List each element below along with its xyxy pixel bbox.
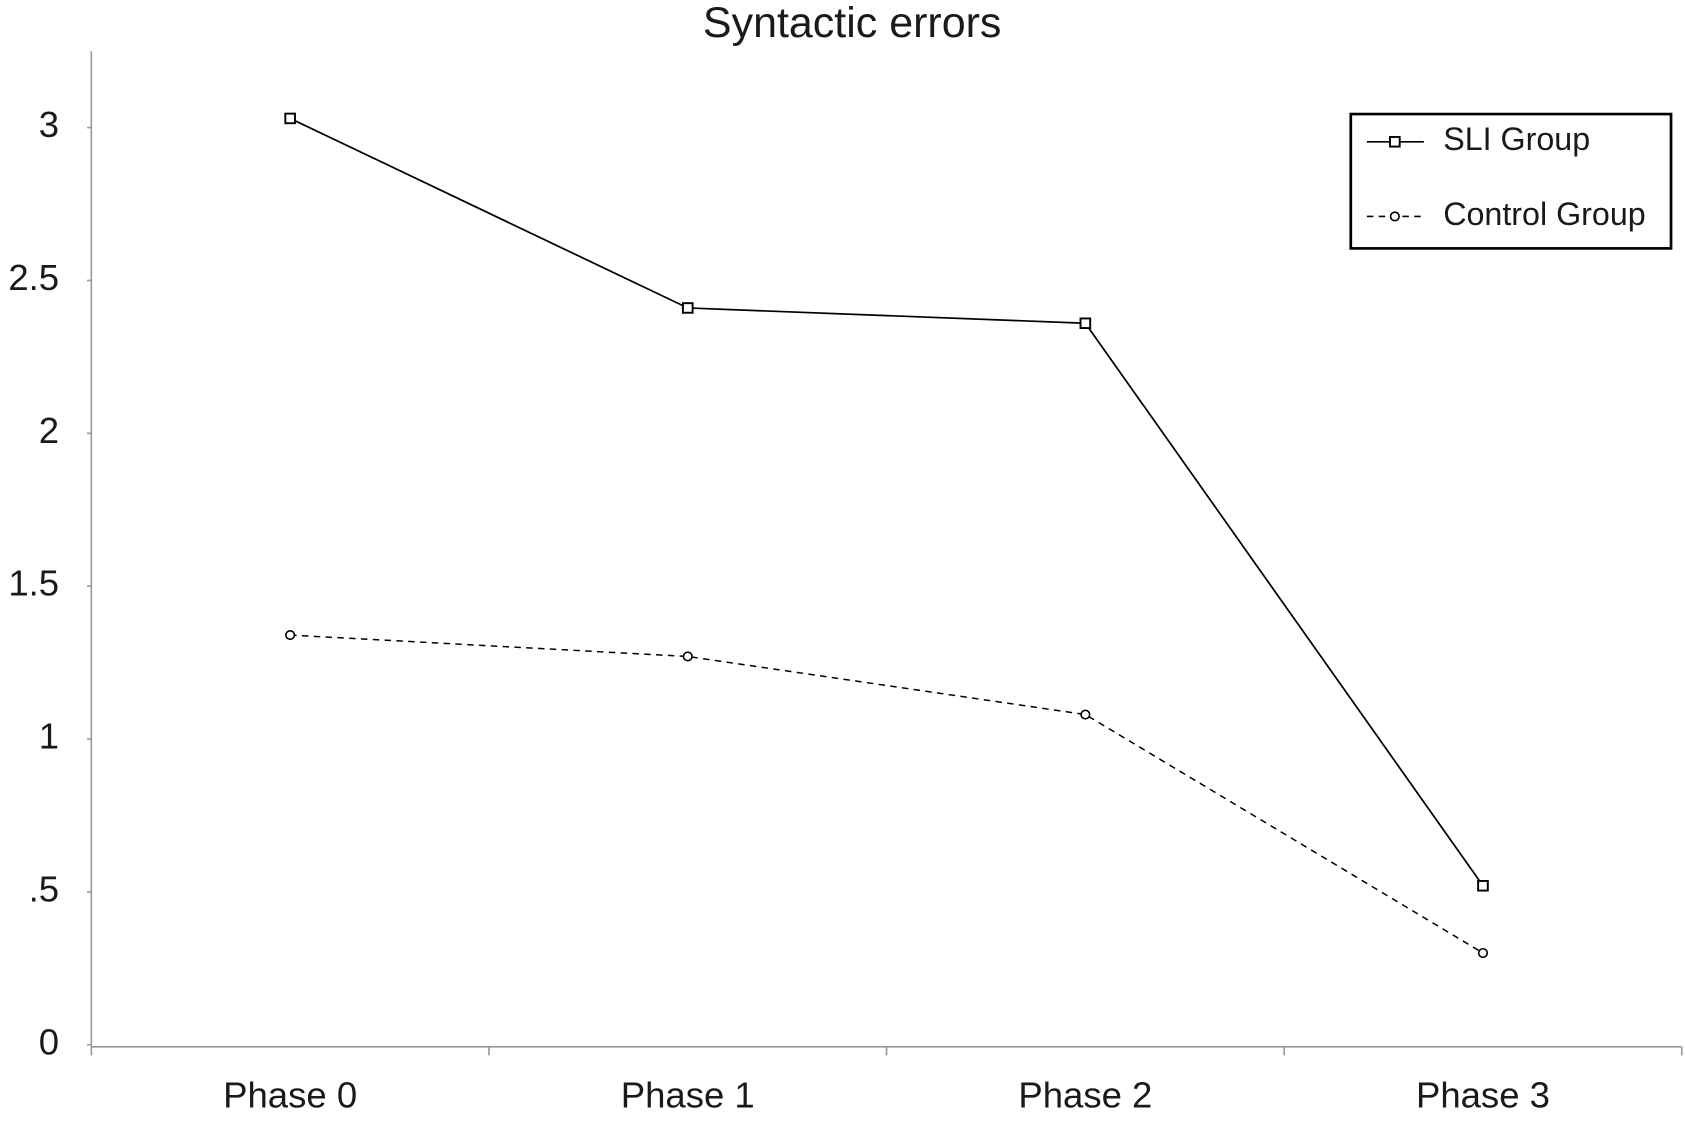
data-point: [681, 302, 694, 314]
x-tick-label: Phase 2: [1018, 1075, 1152, 1116]
x-tick-label: Phase 0: [223, 1075, 357, 1116]
y-tick-label: 3: [39, 104, 59, 145]
data-point: [285, 630, 296, 641]
chart-title: Syntactic errors: [703, 0, 1001, 47]
y-tick-label: 1.5: [8, 563, 59, 604]
series-line: [289, 117, 1484, 887]
legend-box: [1349, 112, 1673, 250]
data-point: [1080, 709, 1091, 720]
data-point: [1079, 317, 1092, 330]
y-tick-label: .5: [29, 869, 59, 910]
x-tick-label: Phase 1: [621, 1075, 755, 1116]
y-tick-label: 2.5: [8, 257, 59, 298]
x-tick-label: Phase 3: [1416, 1075, 1550, 1116]
legend-label: Control Group: [1443, 196, 1645, 232]
data-point: [284, 112, 296, 125]
y-tick-label: 0: [39, 1021, 59, 1062]
data-point: [1477, 879, 1489, 892]
data-point: [682, 651, 693, 662]
y-tick-label: 1: [39, 716, 59, 757]
legend-marker: [1389, 136, 1401, 148]
legend-marker: [1389, 211, 1400, 222]
y-tick-label: 2: [39, 410, 59, 451]
legend-label: SLI Group: [1443, 121, 1590, 157]
series-line: [290, 634, 1484, 954]
data-point: [1477, 947, 1489, 959]
